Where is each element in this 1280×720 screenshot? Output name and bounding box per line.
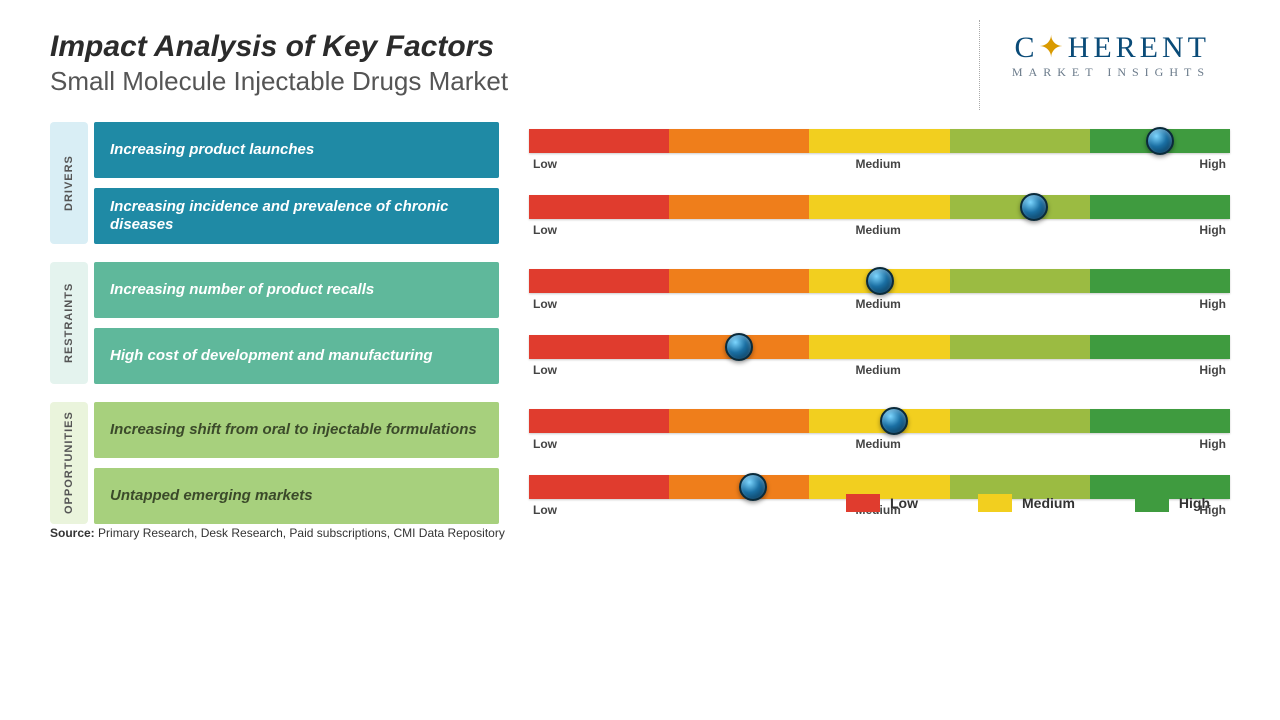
legend-item: High bbox=[1135, 494, 1210, 512]
legend-item: Medium bbox=[978, 494, 1075, 512]
page-title: Impact Analysis of Key Factors bbox=[50, 30, 1012, 64]
legend-swatch bbox=[846, 494, 880, 512]
factor-box: Untapped emerging markets bbox=[94, 468, 499, 524]
slider-segment bbox=[529, 335, 669, 359]
scale-label: Low bbox=[533, 157, 557, 171]
legend-label: Low bbox=[890, 495, 918, 511]
slider-scale-labels: Low Medium High bbox=[529, 363, 1230, 377]
slider-track bbox=[529, 129, 1230, 153]
legend-label: High bbox=[1179, 495, 1210, 511]
slider-scale-labels: Low Medium High bbox=[529, 297, 1230, 311]
impact-slider: Low Medium High bbox=[529, 262, 1230, 318]
factors-column: Increasing number of product recalls High… bbox=[94, 262, 499, 384]
scale-label: Low bbox=[533, 437, 557, 451]
slider-marker bbox=[725, 333, 753, 361]
legend-swatch bbox=[978, 494, 1012, 512]
slider-scale-labels: Low Medium High bbox=[529, 223, 1230, 237]
slider-track bbox=[529, 269, 1230, 293]
slider-marker bbox=[880, 407, 908, 435]
slider-segment bbox=[529, 409, 669, 433]
slider-segment bbox=[950, 269, 1090, 293]
factor-box: Increasing number of product recalls bbox=[94, 262, 499, 318]
factor-box: High cost of development and manufacturi… bbox=[94, 328, 499, 384]
legend-swatch bbox=[1135, 494, 1169, 512]
slider-segment bbox=[1090, 195, 1230, 219]
impact-slider: Low Medium High bbox=[529, 122, 1230, 178]
slider-segment bbox=[950, 335, 1090, 359]
slider-segment bbox=[809, 129, 949, 153]
header: Impact Analysis of Key Factors Small Mol… bbox=[50, 30, 1230, 97]
impact-chart: DRIVERSIncreasing product launchesIncrea… bbox=[50, 122, 1230, 524]
slider-segment bbox=[1090, 335, 1230, 359]
legend-item: Low bbox=[846, 494, 918, 512]
scale-label: High bbox=[1199, 223, 1226, 237]
slider-segment bbox=[950, 129, 1090, 153]
scale-label: High bbox=[1199, 157, 1226, 171]
slider-segment bbox=[1090, 409, 1230, 433]
source-label: Source: bbox=[50, 526, 95, 540]
scale-label: Medium bbox=[855, 157, 900, 171]
legend: Low Medium High bbox=[846, 494, 1210, 512]
brand-logo: C✦HERENT MARKET INSIGHTS bbox=[1012, 30, 1230, 80]
slider-segment bbox=[529, 475, 669, 499]
logo-accent-icon: ✦ bbox=[1039, 31, 1068, 64]
scale-label: High bbox=[1199, 363, 1226, 377]
slider-segment bbox=[529, 195, 669, 219]
sliders-column: Low Medium High Low Medium High bbox=[529, 122, 1230, 244]
impact-slider: Low Medium High bbox=[529, 188, 1230, 244]
slider-marker bbox=[1020, 193, 1048, 221]
impact-slider: Low Medium High bbox=[529, 402, 1230, 458]
slider-segment bbox=[669, 195, 809, 219]
slider-marker bbox=[739, 473, 767, 501]
source-text: Primary Research, Desk Research, Paid su… bbox=[95, 526, 505, 540]
factor-box: Increasing incidence and prevalence of c… bbox=[94, 188, 499, 244]
scale-label: Medium bbox=[855, 363, 900, 377]
factors-column: Increasing shift from oral to injectable… bbox=[94, 402, 499, 524]
slider-scale-labels: Low Medium High bbox=[529, 157, 1230, 171]
scale-label: High bbox=[1199, 297, 1226, 311]
scale-label: Low bbox=[533, 297, 557, 311]
slider-segment bbox=[950, 409, 1090, 433]
sliders-column: Low Medium High Low Medium High bbox=[529, 262, 1230, 384]
slider-marker bbox=[866, 267, 894, 295]
scale-label: High bbox=[1199, 437, 1226, 451]
slider-marker bbox=[1146, 127, 1174, 155]
slider-track bbox=[529, 409, 1230, 433]
category-label: DRIVERS bbox=[50, 122, 88, 244]
factor-box: Increasing product launches bbox=[94, 122, 499, 178]
slider-segment bbox=[809, 335, 949, 359]
logo-subtext: MARKET INSIGHTS bbox=[1012, 65, 1210, 80]
category-label: RESTRAINTS bbox=[50, 262, 88, 384]
slider-segment bbox=[1090, 269, 1230, 293]
factors-column: Increasing product launches Increasing in… bbox=[94, 122, 499, 244]
logo-text-b: HERENT bbox=[1068, 31, 1210, 64]
slider-segment bbox=[529, 269, 669, 293]
slider-segment bbox=[669, 269, 809, 293]
factor-box: Increasing shift from oral to injectable… bbox=[94, 402, 499, 458]
slider-segment bbox=[669, 409, 809, 433]
category-label: OPPORTUNITIES bbox=[50, 402, 88, 524]
logo-text-a: C bbox=[1015, 31, 1039, 64]
impact-slider: Low Medium High bbox=[529, 328, 1230, 384]
scale-label: Low bbox=[533, 503, 557, 517]
scale-label: Medium bbox=[855, 437, 900, 451]
slider-segment bbox=[529, 129, 669, 153]
slider-scale-labels: Low Medium High bbox=[529, 437, 1230, 451]
slider-track bbox=[529, 195, 1230, 219]
slider-track bbox=[529, 335, 1230, 359]
scale-label: Medium bbox=[855, 223, 900, 237]
scale-label: Medium bbox=[855, 297, 900, 311]
source-note: Source: Primary Research, Desk Research,… bbox=[50, 526, 505, 540]
scale-label: Low bbox=[533, 223, 557, 237]
page-subtitle: Small Molecule Injectable Drugs Market bbox=[50, 66, 1012, 97]
category-row: DRIVERSIncreasing product launchesIncrea… bbox=[50, 122, 1230, 244]
slider-segment bbox=[809, 195, 949, 219]
legend-label: Medium bbox=[1022, 495, 1075, 511]
category-row: RESTRAINTSIncreasing number of product r… bbox=[50, 262, 1230, 384]
slider-segment bbox=[669, 129, 809, 153]
header-divider bbox=[979, 20, 980, 110]
scale-label: Low bbox=[533, 363, 557, 377]
